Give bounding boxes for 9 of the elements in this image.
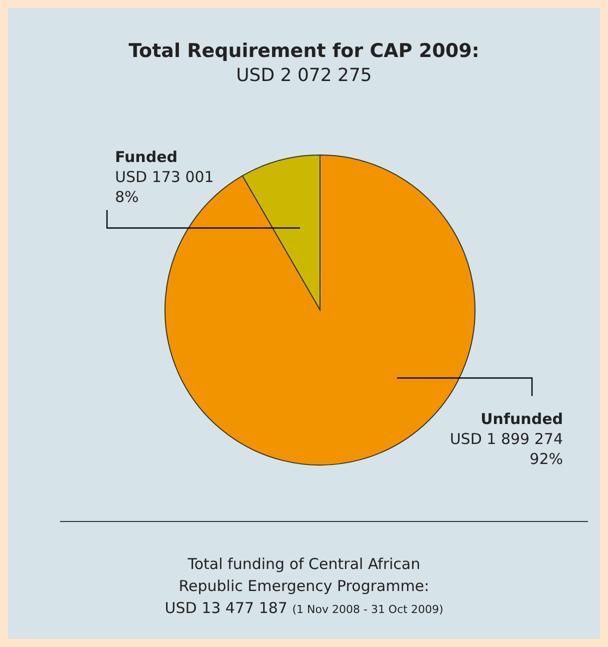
chart-title: Total Requirement for CAP 2009: [128,40,480,62]
data-label: USD 1 899 274 92% [450,430,563,468]
chart-subtitle: USD 2 072 275 [235,65,373,86]
text: Total funding of Central African Republic Emergency Programme: [178,554,430,597]
slice-label: Funded [115,148,178,166]
data-label: USD 173 001 8% [115,168,214,206]
slice-label: Unfunded [480,410,563,428]
text: USD 13 477 187 [164,599,288,617]
text: (1 Nov 2008 - 31 Oct 2009) [292,603,444,616]
